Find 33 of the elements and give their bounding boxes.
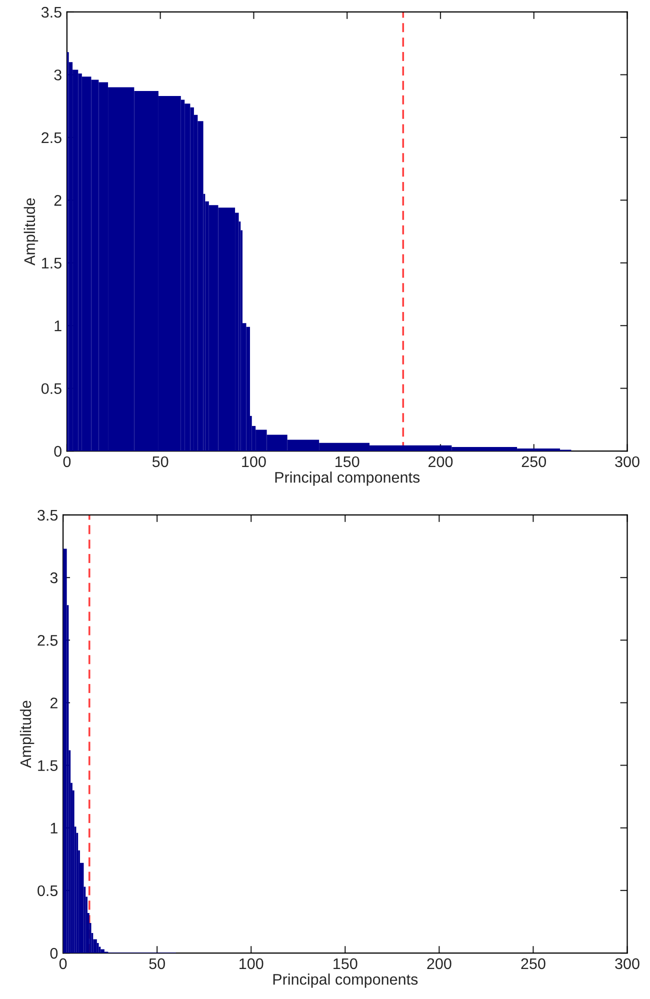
y-tick-label: 3 <box>50 572 58 584</box>
y-tick-label: 0 <box>50 948 58 959</box>
x-axis-title: Principal components <box>273 974 418 988</box>
x-tick-label: 300 <box>615 456 640 468</box>
y-tick-label: 3 <box>54 70 62 80</box>
y-axis-title: Amplitude <box>20 700 34 768</box>
y-tick-label: 1.5 <box>42 258 62 269</box>
y-tick-label: 0.5 <box>38 885 58 896</box>
x-tick-label: 100 <box>240 958 264 970</box>
x-tick-label: 300 <box>615 958 640 970</box>
y-axis-title: Amplitude <box>24 198 38 266</box>
y-tick-label: 2.5 <box>42 132 62 144</box>
x-tick-label: 200 <box>428 456 453 468</box>
x-tick-label: 100 <box>242 456 266 468</box>
x-tick-label: 250 <box>521 958 546 970</box>
y-tick-label: 3.5 <box>41 6 62 18</box>
y-tick-label: 1 <box>54 320 62 332</box>
y-tick-label: 1.5 <box>38 760 58 771</box>
y-tick-label: 2 <box>50 698 58 708</box>
y-tick-label: 0.5 <box>41 383 62 394</box>
x-tick-label: 0 <box>63 456 71 468</box>
x-axis-title: Principal components <box>275 472 420 486</box>
x-tick-label: 50 <box>152 456 168 468</box>
x-tick-label: 50 <box>149 958 165 970</box>
y-tick-label: 3.5 <box>38 510 58 521</box>
x-tick-label: 150 <box>334 958 358 970</box>
x-tick-label: 200 <box>427 958 452 970</box>
x-tick-label: 250 <box>522 456 546 468</box>
x-tick-label: 150 <box>336 456 360 468</box>
y-tick-label: 2.5 <box>38 635 58 646</box>
y-tick-label: 2 <box>54 195 62 206</box>
y-tick-label: 0 <box>54 446 62 457</box>
y-tick-label: 1 <box>50 822 58 834</box>
